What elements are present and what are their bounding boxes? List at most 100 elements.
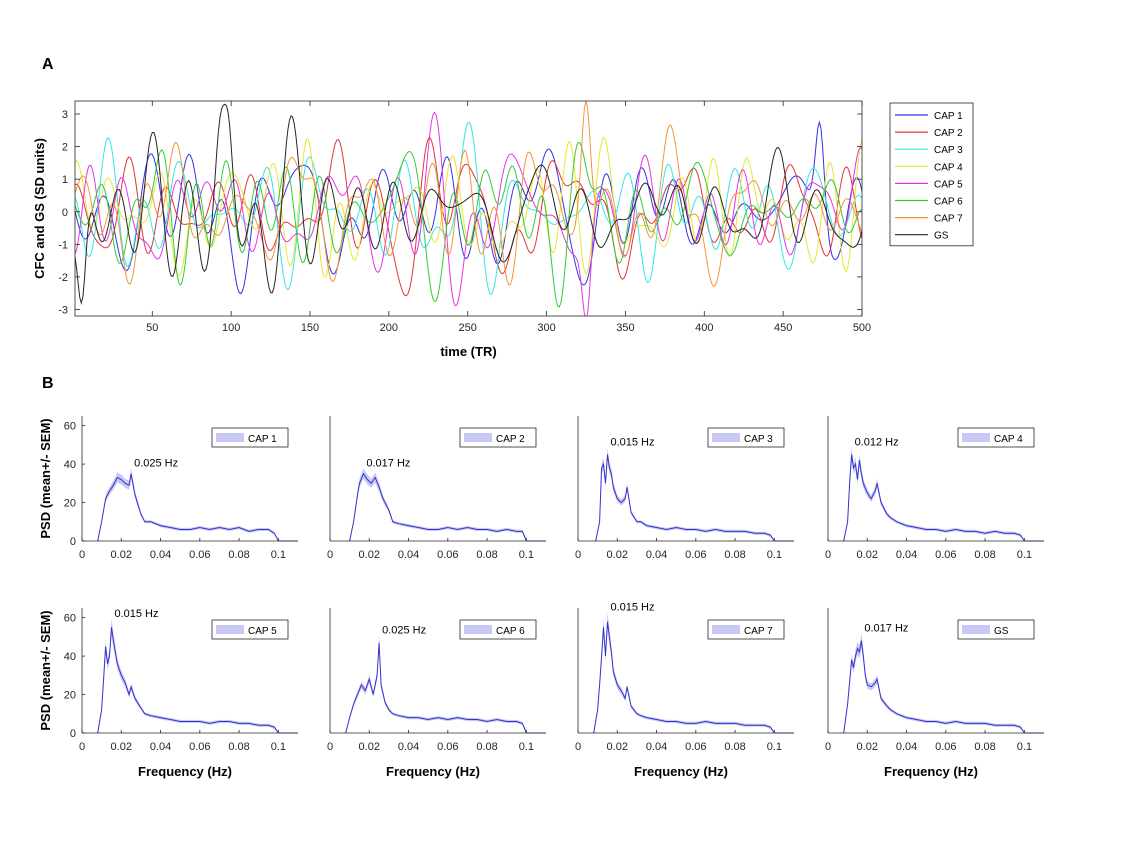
y-tick-label: 60	[64, 421, 76, 433]
y-tick-label: 0	[70, 536, 76, 548]
x-tick-label: 0.06	[437, 549, 458, 561]
legend-swatch	[216, 433, 244, 442]
mean-psd-line	[345, 642, 527, 734]
x-tick-label: 0.04	[896, 549, 917, 561]
x-tick-label: 150	[301, 322, 319, 334]
x-tick-label: 0.08	[974, 741, 995, 753]
x-tick-label: 0.06	[685, 549, 706, 561]
sem-band	[595, 447, 775, 541]
legend-box	[707, 427, 785, 448]
x-tick-label: 0.06	[189, 549, 210, 561]
series-line-cap-7	[75, 101, 862, 288]
y-axis-label: PSD (mean+/- SEM)	[38, 418, 53, 538]
psd-subplot-cap-4: 0 0.02 0.04 0.06 0.08 0.1 0.012 Hz CAP 4	[825, 416, 1044, 561]
x-tick-label: 0.08	[974, 549, 995, 561]
x-tick-label: 0	[327, 741, 333, 753]
x-tick-label: 0.08	[724, 549, 745, 561]
x-tick-label: 0.02	[359, 741, 380, 753]
legend-entry: CAP 1	[248, 434, 277, 445]
legend-entry: GS	[994, 626, 1009, 637]
legend-swatch	[464, 433, 492, 442]
x-tick-label: 0.04	[896, 741, 917, 753]
legend-entry: CAP 6	[496, 626, 525, 637]
series-line-gs	[75, 103, 862, 305]
x-tick-label: 0.1	[519, 741, 534, 753]
legend: CAP 1 CAP 2 CAP 3 CAP 4 CAP 5 CAP 6 CAP 7 GS	[889, 102, 974, 247]
x-tick-label: 0.02	[111, 741, 132, 753]
psd-chart-grid: 0 0.02 0.04 0.06 0.08 0.1 0 20 40 60 PSD (mean+/- …	[38, 416, 1044, 779]
x-tick-label: 0.06	[685, 741, 706, 753]
legend-entry: CAP 7	[934, 214, 963, 225]
x-tick-label: 0.1	[1017, 741, 1032, 753]
x-tick-label: 0.1	[767, 549, 782, 561]
x-tick-label: 0.06	[935, 549, 956, 561]
legend-box	[459, 619, 537, 640]
psd-subplot-cap-7: 0 0.02 0.04 0.06 0.08 0.1 Frequency (Hz) 0.015 …	[575, 602, 794, 779]
x-tick-label: 0	[825, 741, 831, 753]
y-tick-label: -2	[58, 272, 68, 284]
y-tick-label: 0	[62, 207, 68, 219]
x-tick-label: 0	[79, 741, 85, 753]
psd-subplot-cap-1: 0 0.02 0.04 0.06 0.08 0.1 0 20 40 60 PSD (mean+/- …	[38, 416, 298, 561]
x-tick-label: 0	[575, 549, 581, 561]
x-tick-label: 50	[146, 322, 158, 334]
series-line-cap-1	[75, 120, 862, 295]
mean-psd-line	[97, 627, 279, 734]
legend-swatch	[962, 433, 990, 442]
legend-swatch	[712, 625, 740, 634]
legend-swatch	[216, 625, 244, 634]
x-tick-label: 0.04	[646, 741, 667, 753]
x-tick-label: 100	[222, 322, 240, 334]
x-tick-label: 400	[695, 322, 713, 334]
x-tick-label: 350	[616, 322, 634, 334]
sem-band	[843, 447, 1025, 541]
x-tick-label: 0.06	[189, 741, 210, 753]
sem-band	[349, 468, 527, 541]
timecourse-chart: 50 100 150 200 250 300 350 400 450 500 -3 -2 -1 0 1 2 3 t…	[32, 100, 974, 359]
peak-frequency-label: 0.015 Hz	[610, 437, 654, 449]
legend-entry: CAP 3	[744, 434, 773, 445]
x-tick-label: 0.04	[398, 549, 419, 561]
x-tick-label: 0.02	[857, 549, 878, 561]
legend-box	[889, 102, 974, 247]
legend-swatch	[962, 625, 990, 634]
legend-entry: CAP 1	[934, 111, 963, 122]
legend-entry: CAP 4	[934, 162, 963, 173]
y-tick-label: 0	[70, 728, 76, 740]
legend-entry: CAP 2	[496, 434, 525, 445]
peak-frequency-label: 0.025 Hz	[382, 624, 426, 636]
y-tick-label: 20	[64, 498, 76, 510]
x-tick-label: 0.08	[724, 741, 745, 753]
y-tick-label: 2	[62, 142, 68, 154]
legend-entry: CAP 2	[934, 128, 963, 139]
x-axis-label: Frequency (Hz)	[884, 764, 978, 779]
x-tick-label: 0.04	[150, 741, 171, 753]
legend-box	[707, 619, 785, 640]
y-tick-label: 20	[64, 690, 76, 702]
series-lines	[75, 101, 862, 316]
legend-entry: CAP 7	[744, 626, 773, 637]
y-tick-label: -1	[58, 239, 68, 251]
peak-frequency-label: 0.015 Hz	[610, 602, 654, 614]
mean-psd-line	[595, 454, 775, 542]
peak-frequency-label: 0.017 Hz	[864, 622, 908, 634]
legend-box	[957, 427, 1035, 448]
legend-entry: CAP 6	[934, 197, 963, 208]
x-tick-label: 0.1	[767, 741, 782, 753]
peak-frequency-label: 0.015 Hz	[114, 608, 158, 620]
y-tick-label: 3	[62, 109, 68, 121]
x-tick-label: 0.1	[271, 549, 286, 561]
x-axis-label: time (TR)	[440, 344, 496, 359]
mean-psd-line	[843, 454, 1025, 542]
legend-box	[957, 619, 1035, 640]
series-line-cap-6	[75, 142, 862, 308]
y-tick-label: 60	[64, 613, 76, 625]
x-tick-label: 0	[79, 549, 85, 561]
x-tick-label: 0.06	[437, 741, 458, 753]
x-tick-label: 0.08	[228, 549, 249, 561]
psd-subplot-cap-2: 0 0.02 0.04 0.06 0.08 0.1 0.017 Hz CAP 2	[327, 416, 546, 561]
sem-band	[843, 633, 1025, 733]
psd-subplot-gs: 0 0.02 0.04 0.06 0.08 0.1 Frequency (Hz) 0.017 …	[825, 608, 1044, 779]
legend-box	[459, 427, 537, 448]
